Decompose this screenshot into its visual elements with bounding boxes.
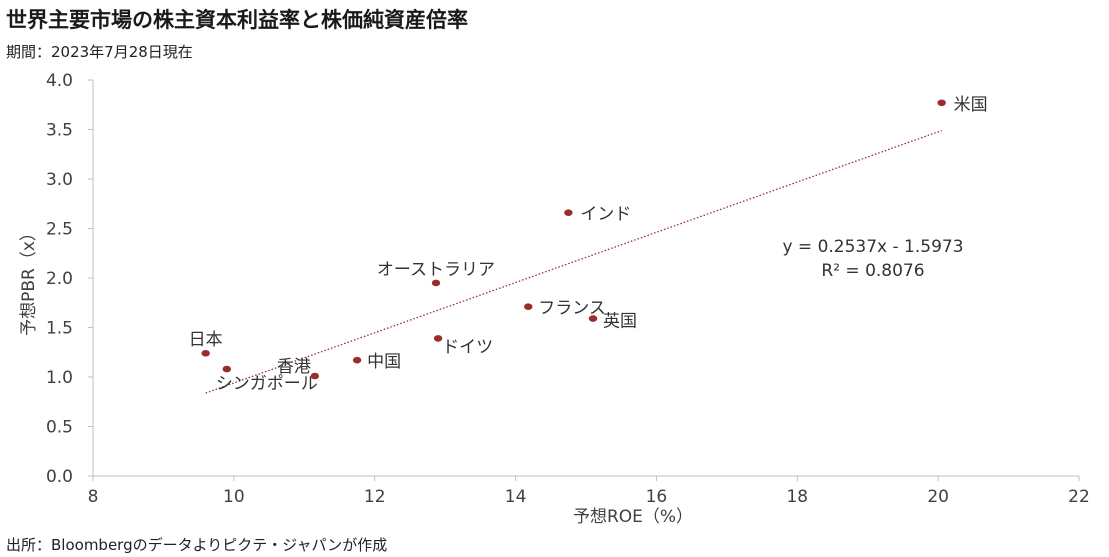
point-label: インド (580, 205, 631, 225)
data-point (352, 356, 362, 364)
y-tick-label: 4.0 (46, 71, 73, 91)
y-tick-label: 0.0 (46, 467, 73, 487)
y-tick-label: 0.5 (46, 418, 73, 438)
point-label: オーストラリア (377, 260, 495, 280)
data-point (564, 209, 573, 216)
x-tick-label: 22 (1068, 487, 1090, 507)
data-point (937, 99, 946, 107)
data-point (310, 372, 320, 380)
y-tick-label: 2.5 (46, 220, 73, 240)
x-tick-label: 12 (364, 487, 386, 507)
x-tick-label: 20 (927, 487, 949, 507)
data-point (201, 349, 210, 357)
y-tick-label: 2.0 (46, 269, 73, 289)
x-tick-label: 18 (786, 487, 808, 507)
y-tick-label: 1.0 (46, 368, 73, 388)
trendline (205, 129, 942, 394)
trendline-group (205, 129, 942, 394)
x-tick-label: 16 (646, 487, 668, 507)
y-tick-label: 1.5 (46, 319, 73, 339)
chart-subtitle: 期間：2023年7月28日現在 (6, 43, 193, 61)
data-points (201, 99, 946, 380)
point-label: 中国 (367, 352, 401, 372)
x-tick-label: 10 (223, 487, 245, 507)
y-tick-label: 3.0 (46, 170, 73, 190)
data-point (433, 335, 443, 342)
source-note: 出所：Bloombergのデータよりピクテ・ジャパンが作成 (6, 536, 388, 554)
data-point (222, 365, 232, 373)
point-label: 日本 (189, 330, 223, 350)
point-label: ドイツ (442, 337, 493, 357)
x-tick-label: 8 (88, 487, 99, 507)
data-point (588, 315, 598, 322)
x-axis-label: 予想ROE（%） (573, 507, 693, 527)
point-label: フランス (538, 299, 606, 319)
y-tick-label: 3.5 (46, 121, 73, 141)
data-point (431, 279, 441, 287)
point-label: 英国 (603, 312, 637, 332)
chart-axes: 8 10 12 14 16 18 20 22 0.0 0.5 1.0 1.5 2.0 2.5 3.0 3.5 4… (46, 71, 1090, 507)
data-point (524, 303, 533, 311)
y-axis-label: 予想PBR（x） (19, 224, 39, 336)
chart-title: 世界主要市場の株主資本利益率と株価純資産倍率 (6, 8, 468, 32)
point-label: シンガポール (216, 374, 318, 394)
x-tick-label: 14 (505, 487, 527, 507)
trendline-equation: y = 0.2537x - 1.5973 (782, 237, 963, 257)
point-label: 米国 (954, 95, 988, 115)
trendline-r-squared: R² = 0.8076 (821, 261, 924, 281)
point-label: 香港 (277, 357, 311, 377)
